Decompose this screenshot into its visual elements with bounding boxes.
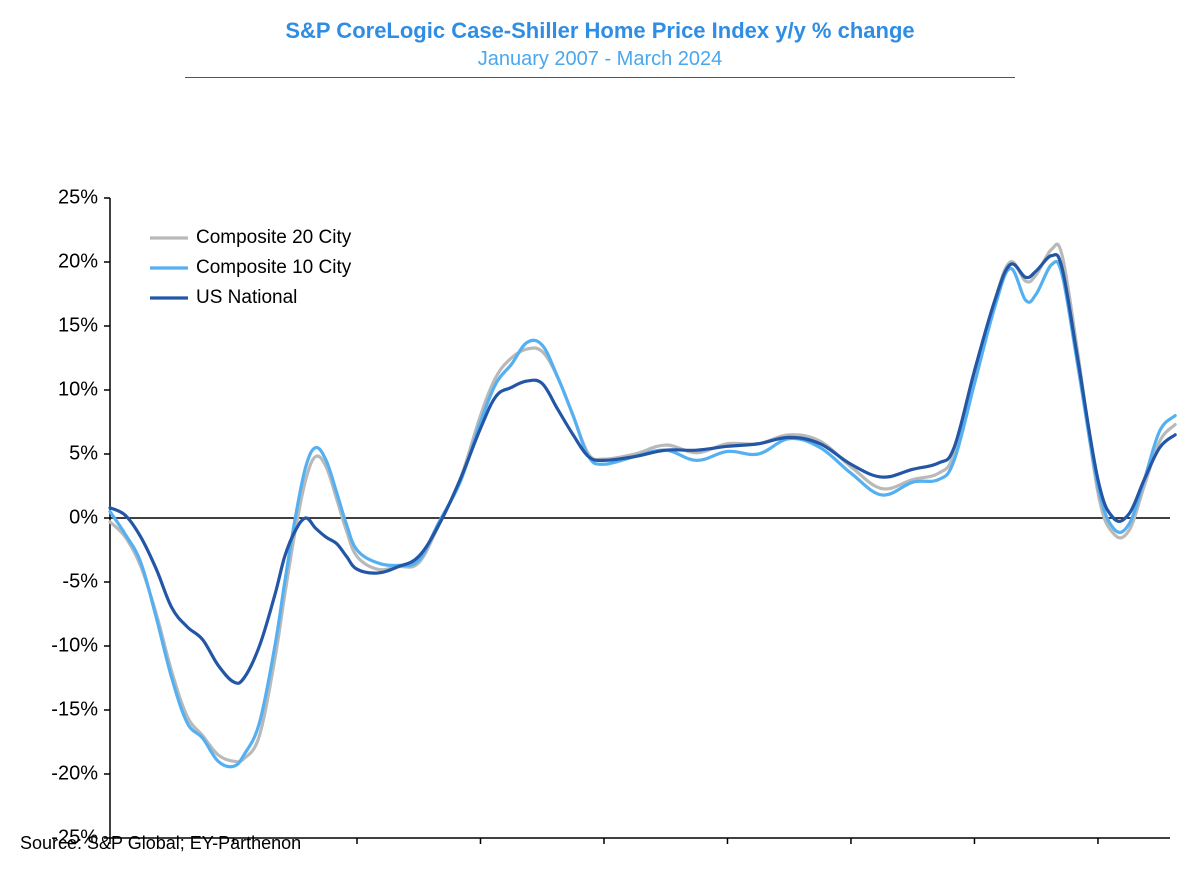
series-usn — [110, 255, 1175, 684]
y-tick-label: 5% — [69, 442, 98, 464]
y-tick-label: 15% — [58, 314, 98, 336]
chart-subtitle: January 2007 - March 2024 — [0, 48, 1200, 71]
y-tick-label: 10% — [58, 378, 98, 400]
chart-container: S&P CoreLogic Case-Shiller Home Price In… — [0, 0, 1200, 882]
legend-label: Composite 20 City — [196, 227, 352, 248]
title-block: S&P CoreLogic Case-Shiller Home Price In… — [0, 0, 1200, 78]
legend-label: Composite 10 City — [196, 257, 352, 278]
y-tick-label: -15% — [51, 698, 98, 720]
y-tick-label: 0% — [69, 506, 98, 528]
line-chart: -25%-20%-15%-10%-5%0%5%10%15%20%25%Jan-0… — [0, 78, 1200, 848]
y-tick-label: -5% — [62, 570, 98, 592]
y-tick-label: 20% — [58, 250, 98, 272]
y-tick-label: -10% — [51, 634, 98, 656]
legend-label: US National — [196, 287, 297, 308]
y-tick-label: -20% — [51, 762, 98, 784]
y-tick-label: 25% — [58, 186, 98, 208]
series-c20 — [110, 244, 1175, 762]
chart-title: S&P CoreLogic Case-Shiller Home Price In… — [0, 18, 1200, 44]
source-text: Source: S&P Global; EY-Parthenon — [20, 833, 301, 854]
